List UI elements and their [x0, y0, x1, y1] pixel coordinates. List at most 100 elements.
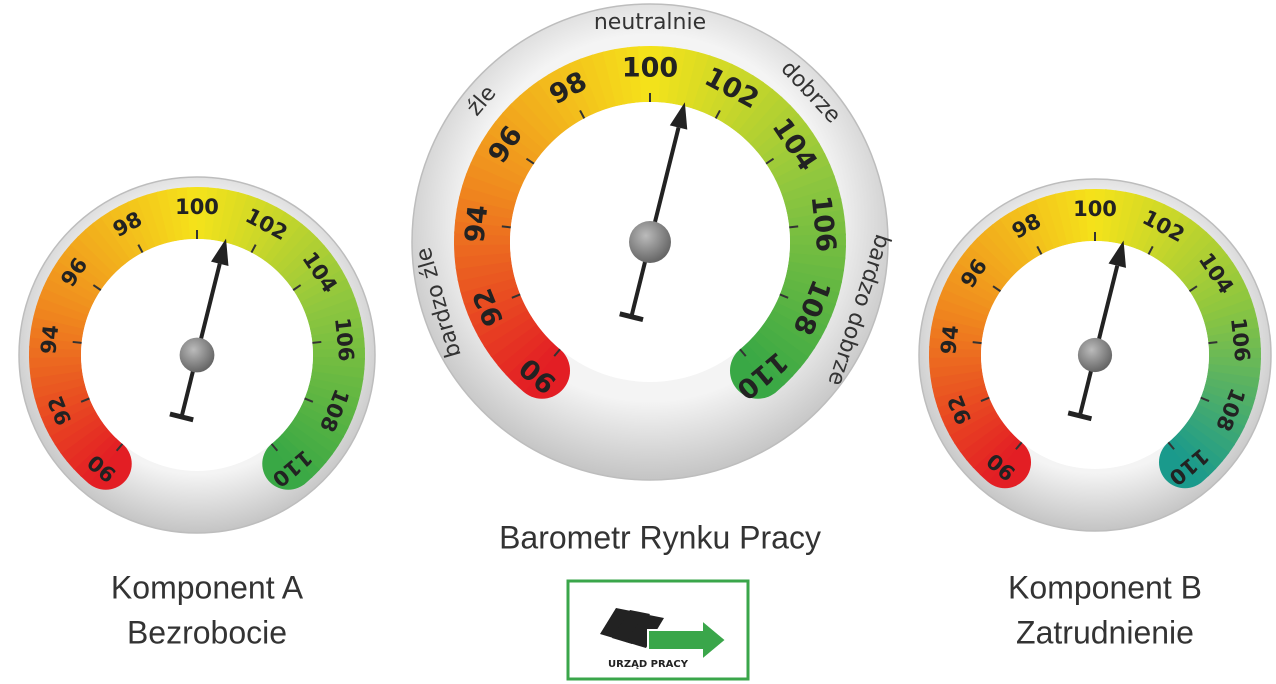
color-band: [519, 347, 527, 356]
color-band: [956, 373, 958, 383]
color-band: [808, 185, 812, 196]
color-band: [311, 431, 317, 439]
color-band: [1008, 239, 1016, 245]
gauge-title: Komponent B: [1008, 569, 1202, 605]
color-band: [691, 79, 703, 82]
color-band: [330, 306, 333, 316]
color-band: [482, 253, 483, 265]
color-band: [1182, 245, 1190, 252]
color-band: [1223, 299, 1227, 308]
color-band: [292, 249, 299, 256]
color-band: [56, 373, 58, 383]
color-band: [958, 381, 960, 391]
tick-label: 94: [36, 324, 63, 356]
color-band: [507, 331, 514, 341]
color-band: [609, 77, 621, 79]
color-band: [779, 341, 786, 350]
color-band: [86, 444, 93, 452]
tick-label: 94: [936, 324, 963, 356]
color-band: [163, 215, 173, 217]
color-band: [981, 436, 987, 444]
color-band: [502, 322, 508, 332]
color-band: [109, 238, 117, 244]
color-band: [64, 297, 68, 306]
color-band: [489, 183, 493, 194]
color-band: [961, 306, 964, 315]
color-band: [1001, 245, 1009, 251]
color-band: [482, 243, 483, 255]
tick-label: 106: [330, 316, 358, 362]
zone-label: neutralnie: [594, 10, 706, 35]
needle-pivot: [180, 338, 215, 373]
gauge-title: Komponent A: [111, 569, 304, 605]
color-band: [530, 116, 539, 124]
color-band: [513, 339, 520, 349]
color-band: [1121, 217, 1131, 219]
color-band: [231, 217, 241, 220]
tick-mark: [973, 342, 982, 343]
gauge-subtitle: Zatrudnienie: [1016, 614, 1194, 650]
color-band: [485, 274, 488, 286]
gauge-subtitle: Bezrobocie: [127, 614, 287, 650]
color-band: [1232, 374, 1234, 384]
color-band: [58, 382, 60, 392]
color-band: [1189, 251, 1196, 258]
color-band: [959, 314, 962, 324]
color-band: [76, 430, 82, 438]
color-band: [972, 422, 977, 431]
tick-label: 106: [805, 194, 842, 253]
color-band: [55, 365, 56, 375]
tick-label: 94: [460, 204, 495, 245]
color-band: [814, 265, 816, 277]
color-band: [146, 219, 156, 222]
color-band: [785, 332, 792, 342]
color-band: [1202, 437, 1208, 445]
color-band: [590, 81, 601, 85]
color-band: [96, 248, 103, 255]
color-band: [816, 255, 817, 267]
tick-mark: [73, 342, 82, 343]
color-band: [1233, 366, 1234, 376]
color-band: [1045, 221, 1054, 224]
color-band: [681, 77, 693, 80]
color-band: [755, 111, 764, 119]
color-band: [483, 264, 485, 276]
color-band: [327, 298, 331, 307]
color-band: [336, 375, 338, 385]
needle-pivot: [629, 221, 671, 263]
color-band: [285, 244, 293, 251]
tick-mark: [1208, 342, 1217, 343]
color-band: [61, 305, 64, 315]
tick-mark: [789, 226, 798, 227]
tick-mark: [312, 342, 321, 343]
color-band: [995, 250, 1002, 257]
color-band: [804, 175, 808, 186]
color-band: [967, 290, 971, 299]
color-band: [989, 256, 996, 263]
color-band: [486, 193, 489, 205]
color-band: [599, 79, 611, 82]
color-band: [81, 437, 87, 445]
gauge-title: Barometr Rynku Pracy: [499, 519, 821, 555]
needle-pivot: [1078, 338, 1112, 372]
color-band: [1061, 217, 1071, 219]
color-band: [986, 443, 993, 451]
tick-label: 100: [175, 195, 219, 219]
tick-mark: [502, 226, 511, 227]
color-band: [90, 254, 97, 261]
color-band: [306, 438, 312, 446]
tick-label: 100: [622, 53, 678, 84]
color-band: [337, 366, 338, 376]
logo: URZĄD PRACY: [568, 581, 748, 679]
color-band: [545, 103, 555, 110]
color-band: [976, 429, 982, 437]
logo-text: URZĄD PRACY: [608, 659, 689, 670]
color-band: [1053, 219, 1063, 222]
color-band: [955, 365, 956, 375]
color-band: [538, 109, 547, 117]
color-band: [1129, 219, 1139, 222]
color-band: [496, 164, 501, 175]
